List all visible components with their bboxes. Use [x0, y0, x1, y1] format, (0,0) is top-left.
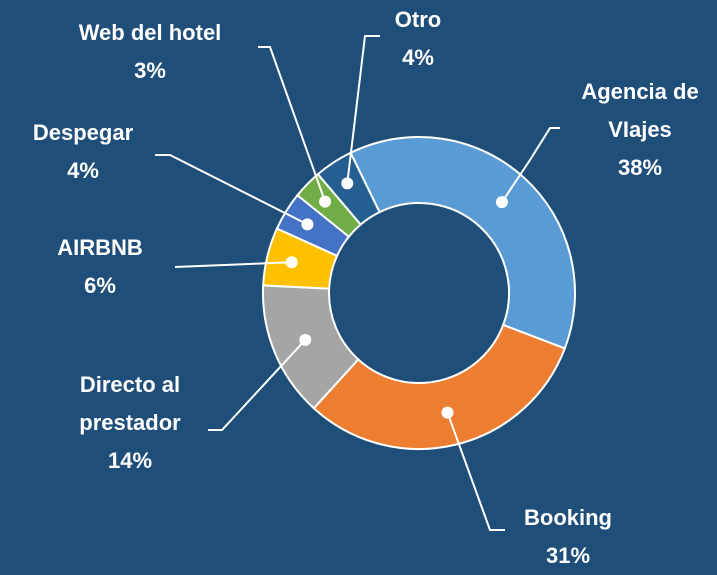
leader-line — [446, 412, 505, 531]
leader-line — [258, 46, 327, 203]
category-label: AIRBNB — [57, 235, 143, 260]
leader-line — [155, 154, 308, 226]
leader-dot — [319, 195, 332, 208]
value-label: 3% — [134, 58, 166, 83]
leader-dot — [341, 177, 354, 190]
category-label: Booking — [524, 505, 612, 530]
category-label: Agencia de VIajes — [581, 79, 699, 142]
leader-dot — [301, 218, 314, 231]
leader-line — [208, 339, 307, 431]
leader-dot — [441, 406, 454, 419]
value-label: 31% — [545, 543, 591, 568]
donut-slice — [312, 323, 567, 450]
leader-dot — [299, 333, 312, 346]
value-label: 14% — [107, 448, 153, 473]
leader-line — [174, 261, 292, 268]
value-label: 38% — [617, 155, 663, 180]
leader-dot — [495, 196, 508, 209]
category-label: Web del hotel — [78, 20, 222, 45]
category-label: Directo al prestador — [79, 372, 181, 435]
donut-slice — [349, 136, 576, 350]
leader-dot — [285, 256, 298, 269]
leader-line — [346, 35, 380, 184]
value-label: 4% — [67, 158, 99, 183]
value-label: 6% — [84, 273, 116, 298]
category-label: Otro — [394, 7, 442, 32]
leader-line — [501, 127, 560, 203]
value-label: 4% — [402, 45, 434, 70]
category-label: Despegar — [32, 120, 134, 145]
